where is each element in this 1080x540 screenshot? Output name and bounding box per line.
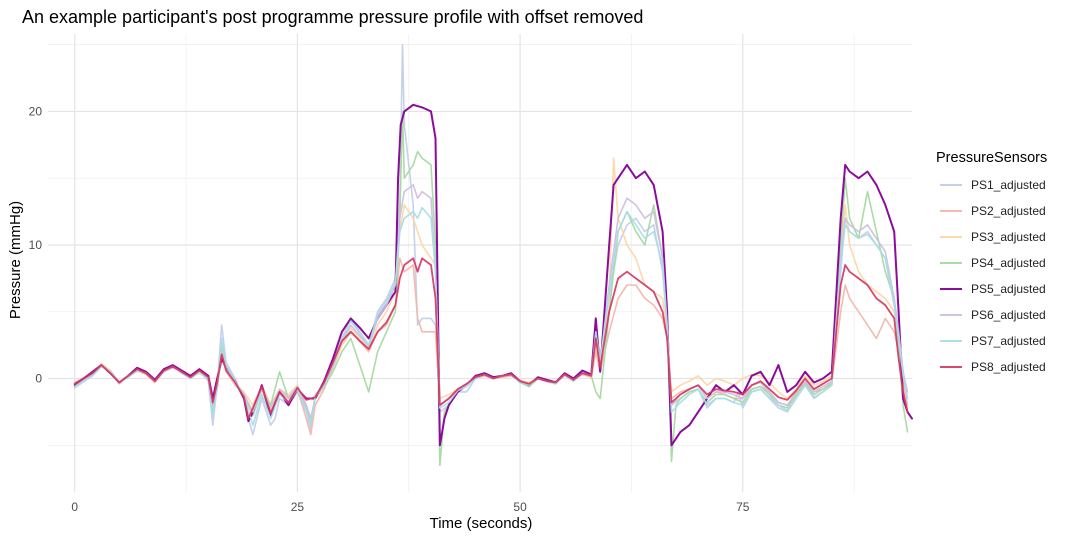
legend-item: PS7_adjusted: [940, 334, 1046, 348]
y-tick-label: 10: [29, 238, 43, 252]
legend-label: PS6_adjusted: [971, 308, 1046, 322]
legend-item: PS5_adjusted: [940, 282, 1046, 296]
x-tick-label: 50: [513, 500, 527, 514]
legend-item: PS8_adjusted: [940, 360, 1046, 374]
legend-item: PS3_adjusted: [940, 230, 1046, 244]
gridlines: [48, 34, 912, 492]
legend-item: PS1_adjusted: [940, 178, 1046, 192]
legend-item: PS4_adjusted: [940, 256, 1046, 270]
x-axis-title: Time (seconds): [430, 515, 533, 532]
legend-title: PressureSensors: [936, 150, 1047, 166]
series-line-ps8-adjusted: [73, 257, 909, 420]
legend-label: PS8_adjusted: [971, 360, 1046, 374]
y-tick-label: 20: [29, 104, 43, 118]
tick-labels: 0 25 50 75 0 10 20: [29, 104, 750, 514]
legend-label: PS5_adjusted: [971, 282, 1046, 296]
y-tick-label: 0: [35, 372, 42, 386]
legend-label: PS7_adjusted: [971, 334, 1046, 348]
x-tick-label: 25: [291, 500, 305, 514]
legend-label: PS2_adjusted: [971, 204, 1046, 218]
legend-label: PS3_adjusted: [971, 230, 1046, 244]
series-lines: [73, 43, 913, 467]
x-tick-label: 75: [736, 500, 750, 514]
y-axis-title: Pressure (mmHg): [7, 201, 24, 319]
x-tick-label: 0: [71, 500, 78, 514]
legend-items: PS1_adjusted PS2_adjusted PS3_adjusted PS4_…: [940, 178, 1046, 374]
legend-label: PS1_adjusted: [971, 178, 1046, 192]
chart-title: An example participant's post programme …: [22, 7, 643, 27]
legend-item: PS6_adjusted: [940, 308, 1046, 322]
legend-item: PS2_adjusted: [940, 204, 1046, 218]
legend: PressureSensors PS1_adjusted PS2_adjusted…: [936, 150, 1047, 374]
legend-label: PS4_adjusted: [971, 256, 1046, 270]
